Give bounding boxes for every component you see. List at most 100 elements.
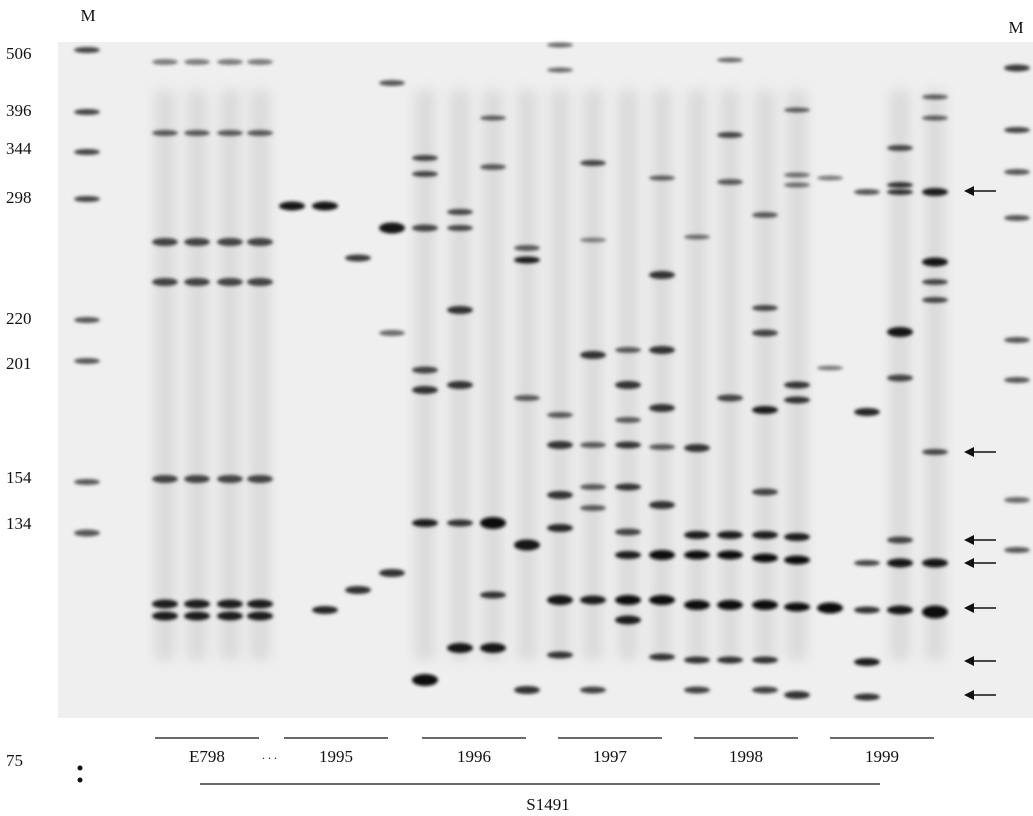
band [784, 182, 810, 188]
band [784, 555, 810, 565]
band [649, 595, 675, 605]
group-label: 1996 [457, 747, 491, 766]
lane-smear [755, 90, 775, 660]
band [547, 595, 573, 605]
band [247, 59, 273, 65]
band [854, 189, 880, 195]
size-label: 75 [6, 751, 23, 770]
band [1004, 377, 1030, 383]
band [649, 653, 675, 661]
marker-label: M [1008, 18, 1023, 37]
band [649, 501, 675, 509]
band [615, 595, 641, 605]
band [887, 145, 913, 151]
band [752, 488, 778, 496]
band [887, 374, 913, 382]
band [717, 132, 743, 138]
arrow-head [964, 447, 974, 457]
arrow-head [964, 690, 974, 700]
lane-smear [415, 90, 435, 660]
band [684, 531, 710, 539]
band [1004, 337, 1030, 343]
band [217, 59, 243, 65]
band [615, 441, 641, 449]
band [817, 602, 843, 614]
band [412, 386, 438, 394]
strain-label: S1491 [526, 795, 569, 814]
band [784, 396, 810, 404]
lane-smear [517, 90, 537, 660]
band [580, 595, 606, 605]
lane-smear [450, 90, 470, 660]
dot [77, 777, 83, 783]
band [74, 149, 100, 155]
lane-smear [187, 90, 207, 660]
band [854, 658, 880, 666]
band [649, 346, 675, 354]
band [887, 182, 913, 188]
band [580, 351, 606, 359]
band [922, 297, 948, 303]
band [412, 366, 438, 374]
band [922, 558, 948, 568]
band [514, 395, 540, 401]
arrow-head [964, 558, 974, 568]
band [345, 254, 371, 262]
arrow-head [964, 186, 974, 196]
lane-smear [720, 90, 740, 660]
band [379, 569, 405, 577]
lane-smear [155, 90, 175, 660]
band [887, 327, 913, 337]
dots: . . . [262, 748, 277, 762]
band [217, 611, 243, 621]
band [784, 691, 810, 699]
band [447, 381, 473, 389]
band [412, 171, 438, 177]
band [247, 599, 273, 609]
band [217, 278, 243, 286]
dot [77, 765, 83, 771]
band [74, 47, 100, 53]
band [649, 271, 675, 279]
band [184, 130, 210, 136]
band [547, 524, 573, 532]
band [1004, 547, 1030, 553]
band [184, 59, 210, 65]
band [184, 278, 210, 286]
lane-smear [787, 90, 807, 660]
band [217, 238, 243, 246]
band [480, 643, 506, 653]
lane-smear [250, 90, 270, 660]
band [887, 189, 913, 195]
band [580, 686, 606, 694]
band [152, 130, 178, 136]
band [480, 164, 506, 170]
band [152, 599, 178, 609]
band [1004, 169, 1030, 175]
band [1004, 215, 1030, 221]
band [247, 238, 273, 246]
lane-smear [618, 90, 638, 660]
band [854, 408, 880, 416]
band [547, 491, 573, 499]
band [649, 175, 675, 181]
band [514, 686, 540, 694]
band [717, 394, 743, 402]
band [74, 529, 100, 537]
band [74, 317, 100, 323]
band [922, 257, 948, 267]
band [447, 209, 473, 215]
band [152, 238, 178, 246]
band [1004, 497, 1030, 503]
band [74, 196, 100, 202]
size-label: 298 [6, 188, 32, 207]
band [447, 225, 473, 231]
lane-smear [687, 90, 707, 660]
band [752, 531, 778, 539]
band [649, 404, 675, 412]
arrow-head [964, 535, 974, 545]
band [752, 553, 778, 563]
band [854, 560, 880, 566]
band [447, 643, 473, 653]
band [684, 234, 710, 240]
